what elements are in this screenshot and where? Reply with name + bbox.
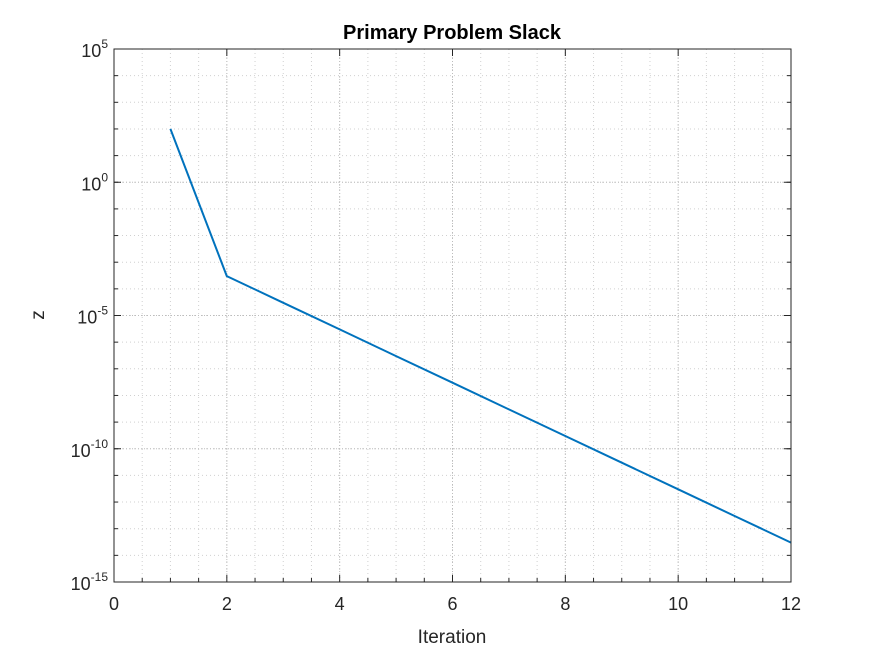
x-tick-label: 4 bbox=[335, 594, 345, 614]
x-tick-labels: 0 2 4 6 8 10 12 bbox=[109, 594, 801, 614]
x-tick-label: 6 bbox=[447, 594, 457, 614]
y-axis-label: z bbox=[28, 310, 49, 320]
x-tick-label: 0 bbox=[109, 594, 119, 614]
x-tick-label: 12 bbox=[781, 594, 801, 614]
y-tick-labels: 10-15 10-10 10-5 100 105 bbox=[71, 37, 109, 594]
x-tick-label: 8 bbox=[560, 594, 570, 614]
y-tick-label: 100 bbox=[81, 170, 108, 194]
y-tick-label: 10-10 bbox=[71, 437, 109, 461]
x-tick-label: 2 bbox=[222, 594, 232, 614]
ticks bbox=[113, 48, 792, 583]
y-tick-label: 105 bbox=[81, 37, 108, 61]
y-tick-label: 10-15 bbox=[71, 570, 109, 594]
x-tick-label: 10 bbox=[668, 594, 688, 614]
chart-title: Primary Problem Slack bbox=[343, 22, 562, 44]
series-line bbox=[169, 128, 792, 544]
y-tick-label: 10-5 bbox=[77, 304, 108, 328]
series-layer bbox=[169, 128, 792, 544]
x-axis-label: Iteration bbox=[418, 627, 487, 648]
